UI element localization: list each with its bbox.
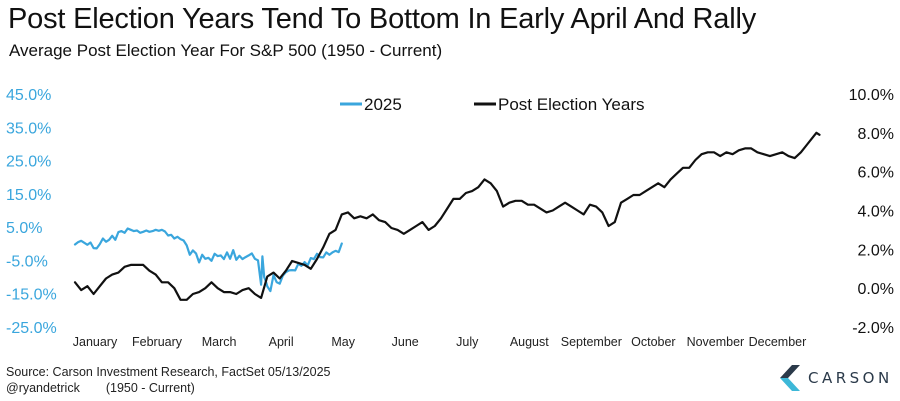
right-axis-tick-label: 2.0% [858,242,894,259]
x-axis-month-label: June [392,335,419,349]
date-range-note: (1950 - Current) [105,381,195,395]
left-axis-tick-label: -5.0% [6,253,48,270]
author-handle: @ryandetrick [6,381,80,395]
left-axis-tick-label: 25.0% [6,154,51,171]
left-axis-tick-label: 45.0% [6,87,51,104]
x-axis-month-label: March [202,335,237,349]
series-line-2025 [73,227,343,293]
source-note: Source: Carson Investment Research, Fact… [6,365,331,379]
x-axis-month-label: October [631,335,675,349]
left-axis-tick-label: 15.0% [6,187,51,204]
legend-label-2025: 2025 [364,95,402,114]
x-axis-month-label: May [331,335,355,349]
legend-label-post-election-years: Post Election Years [498,95,644,114]
left-axis-tick-label: 35.0% [6,120,51,137]
left-axis-tick-label: 5.0% [6,220,42,237]
x-axis-month-label: January [73,335,118,349]
brand-name: CARSON [808,369,893,387]
x-axis-month-label: July [456,335,479,349]
right-axis-tick-label: -2.0% [852,320,894,337]
right-axis-tick-label: 8.0% [858,126,894,143]
right-axis-tick-label: 6.0% [858,165,894,182]
series-line-post-election-years [73,131,821,301]
x-axis-month-label: August [510,335,549,349]
right-axis-tick-label: 4.0% [858,204,894,221]
author-handle-line: @ryandetrick (1950 - Current) [6,381,195,395]
right-axis-tick-label: 10.0% [849,87,894,104]
x-axis-month-label: April [269,335,294,349]
x-axis-month-label: February [132,335,183,349]
chart-subtitle: Average Post Election Year For S&P 500 (… [9,41,443,60]
right-axis-tick-label: 0.0% [858,281,894,298]
x-axis-month-label: September [561,335,622,349]
x-axis-month-label: December [749,335,807,349]
carson-logo: CARSON [780,364,893,392]
left-axis-tick-label: -15.0% [6,287,57,304]
chart-title: Post Election Years Tend To Bottom In Ea… [8,3,757,35]
left-axis-tick-label: -25.0% [6,320,57,337]
carson-chevron-logo-icon [780,365,800,391]
x-axis-month-label: November [687,335,745,349]
